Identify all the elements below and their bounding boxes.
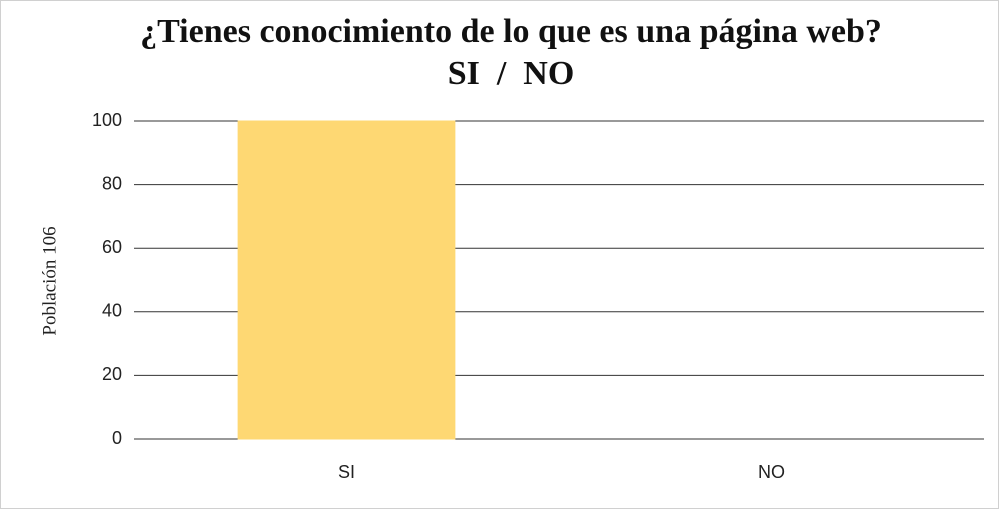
x-tick-label: SI	[338, 462, 355, 482]
y-tick-label: 40	[102, 301, 122, 321]
y-axis-label: Población 106	[39, 226, 60, 335]
y-tick-label: 60	[102, 237, 122, 257]
y-tick-label: 0	[112, 428, 122, 448]
bar	[237, 120, 456, 440]
x-tick-label: NO	[758, 462, 785, 482]
y-tick-label: 80	[102, 173, 122, 193]
y-tick-label: 100	[92, 110, 122, 130]
chart-title: ¿Tienes conocimiento de lo que es una pá…	[140, 13, 899, 92]
y-tick-label: 20	[102, 364, 122, 384]
